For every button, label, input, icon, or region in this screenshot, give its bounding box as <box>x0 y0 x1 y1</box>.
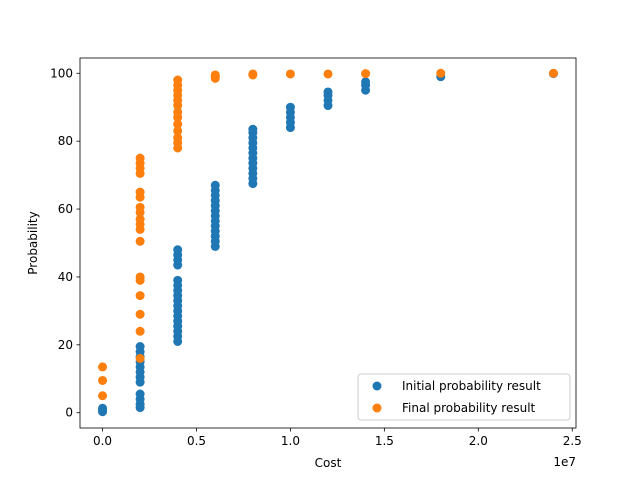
y-tick-label: 20 <box>58 338 73 352</box>
x-axis-label: Cost <box>315 456 342 470</box>
x-offset-label: 1e7 <box>553 455 576 469</box>
data-point <box>135 236 145 246</box>
data-point <box>98 391 108 401</box>
legend-label-initial: Initial probability result <box>402 379 541 393</box>
data-point <box>135 214 145 224</box>
data-point <box>548 68 558 78</box>
data-point <box>323 87 333 97</box>
x-tick-label: 0.0 <box>93 434 112 448</box>
data-point <box>285 69 295 79</box>
data-point <box>135 309 145 319</box>
x-tick-label: 1.5 <box>375 434 394 448</box>
legend-marker-final <box>372 403 382 413</box>
y-tick-label: 40 <box>58 270 73 284</box>
data-point <box>135 187 145 197</box>
legend: Initial probability result Final probabi… <box>357 373 571 421</box>
data-point <box>173 126 183 136</box>
data-point <box>210 180 220 190</box>
series-initial <box>98 69 558 417</box>
data-point <box>248 124 258 134</box>
data-point <box>135 153 145 163</box>
data-point <box>285 102 295 112</box>
points-layer <box>98 68 558 417</box>
x-axis: 0.0 0.5 1.0 1.5 2.0 2.5 <box>93 428 582 448</box>
data-point <box>173 245 183 255</box>
legend-box <box>357 373 571 421</box>
data-point <box>135 353 145 363</box>
data-point <box>210 70 220 80</box>
data-point <box>173 107 183 117</box>
y-tick-label: 60 <box>58 202 73 216</box>
data-point <box>361 77 371 87</box>
y-tick-label: 80 <box>58 134 73 148</box>
data-point <box>98 375 108 385</box>
data-point <box>98 403 108 413</box>
x-tick-label: 1.0 <box>281 434 300 448</box>
legend-marker-initial <box>372 381 382 391</box>
data-point <box>361 69 371 79</box>
data-point <box>135 272 145 282</box>
x-tick-label: 2.0 <box>469 434 488 448</box>
x-tick-label: 2.5 <box>563 434 582 448</box>
data-point <box>135 202 145 212</box>
series-final <box>98 68 558 401</box>
data-point <box>135 291 145 301</box>
data-point <box>135 326 145 336</box>
data-point <box>173 75 183 85</box>
data-point <box>173 119 183 129</box>
x-tick-label: 0.5 <box>187 434 206 448</box>
plot-frame <box>79 57 577 429</box>
y-tick-label: 100 <box>50 66 73 80</box>
data-point <box>135 389 145 399</box>
y-tick-label: 0 <box>65 406 73 420</box>
data-point <box>173 275 183 285</box>
data-point <box>98 362 108 372</box>
data-point <box>173 133 183 143</box>
data-point <box>436 68 446 78</box>
data-point <box>248 69 258 79</box>
y-axis-label: Probability <box>26 211 40 274</box>
data-point <box>135 342 145 352</box>
legend-label-final: Final probability result <box>402 401 536 415</box>
y-axis: 0 20 40 60 80 100 <box>50 66 80 420</box>
data-point <box>323 69 333 79</box>
